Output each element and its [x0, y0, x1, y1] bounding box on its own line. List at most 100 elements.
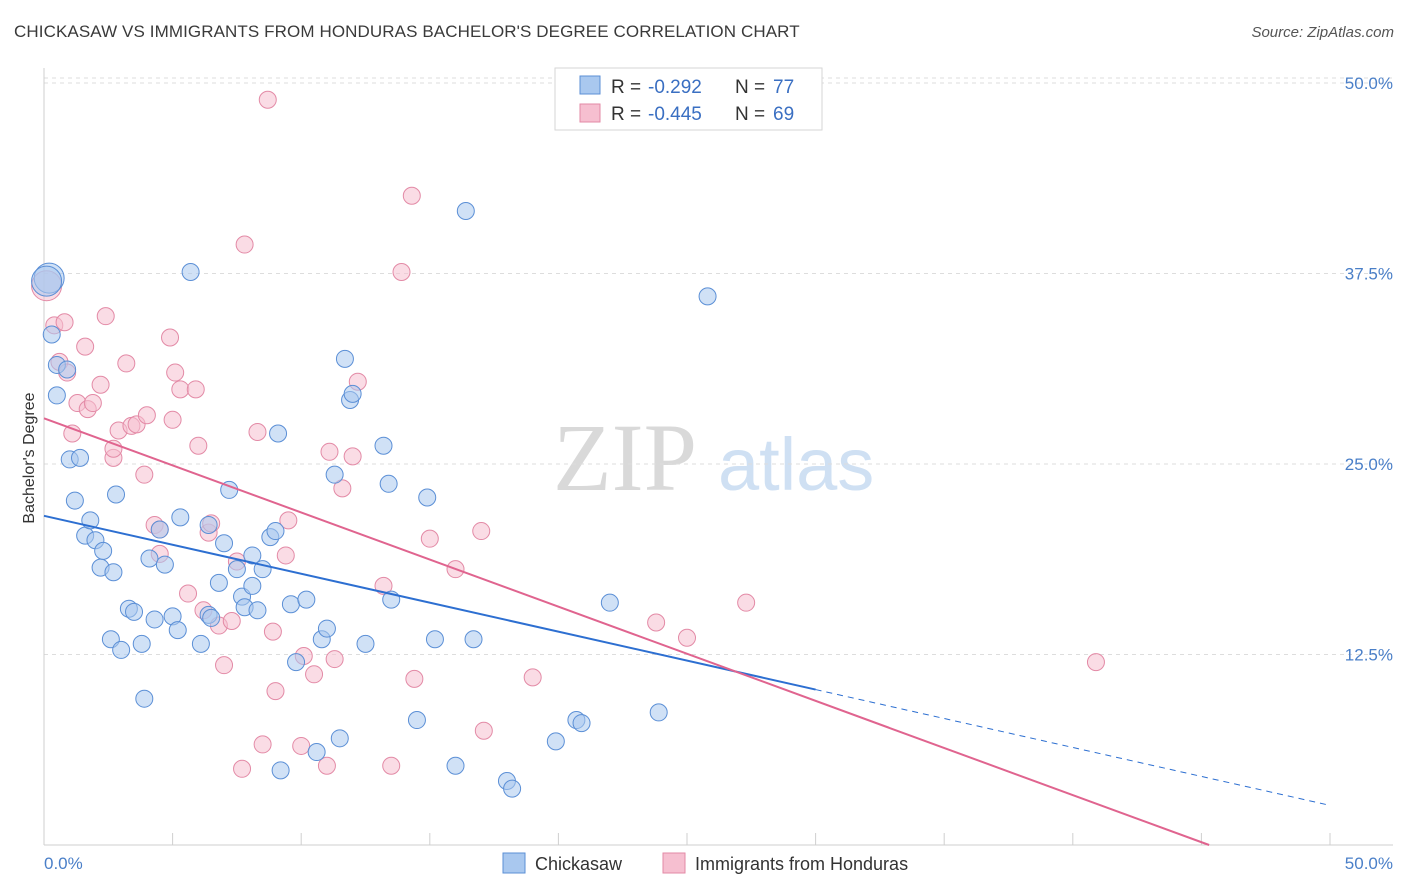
honduras-point-18: [135, 465, 154, 484]
chickasaw-point-62: [407, 711, 426, 730]
chickasaw-point-33: [209, 573, 228, 592]
chickasaw-point-75: [698, 287, 717, 306]
chickasaw-point-57: [343, 384, 362, 403]
chickasaw-point-67: [464, 630, 483, 649]
chickasaw-point-58: [356, 634, 375, 653]
honduras-point-66: [678, 628, 696, 647]
chickasaw-point-74: [649, 703, 668, 722]
legend-swatch-chickasaw: [579, 75, 601, 95]
honduras-point-65: [647, 613, 666, 632]
y-tick-label-0: 12.5%: [1345, 646, 1393, 665]
honduras-point-28: [186, 380, 205, 399]
chickasaw-point-20: [135, 689, 154, 708]
axes: [43, 68, 1393, 846]
legend-swatch-honduras: [579, 103, 601, 123]
chickasaw-point-23: [150, 520, 169, 539]
chickasaw-point-21: [140, 549, 159, 568]
chickasaw-point-54: [330, 729, 349, 748]
trend-lines: [43, 417, 1331, 846]
honduras-point-64: [523, 668, 542, 687]
honduras-point-24: [163, 410, 182, 429]
legend-r-value-1: -0.292: [648, 77, 702, 98]
x-tick-labels: 0.0% 50.0%: [44, 854, 1393, 873]
chickasaw-point-50: [307, 743, 326, 762]
series-legend: Chickasaw Immigrants from Honduras: [502, 852, 908, 874]
honduras-point-35: [222, 611, 241, 630]
honduras-point-53: [343, 447, 362, 466]
honduras-point-68: [1086, 653, 1105, 672]
honduras-point-11: [96, 307, 115, 326]
legend-r-label-2: R =: [611, 104, 641, 125]
chickasaw-point-32: [202, 608, 221, 627]
bottom-legend-label-honduras: Immigrants from Honduras: [695, 854, 908, 874]
honduras-point-5: [63, 424, 82, 443]
honduras-point-51: [325, 650, 344, 669]
x-tick-label-min: 0.0%: [44, 854, 83, 873]
chickasaw-point-4: [58, 360, 77, 379]
chickasaw-trend-line: [43, 514, 816, 691]
honduras-point-49: [317, 756, 336, 775]
chickasaw-point-16: [112, 640, 131, 659]
legend-n-label-2: N =: [735, 104, 765, 125]
honduras-point-44: [276, 546, 295, 565]
watermark-zip: ZIP: [553, 404, 697, 511]
chickasaw-point-59: [374, 436, 393, 455]
y-axis-title: Bachelor's Degree: [21, 392, 38, 523]
chickasaw-point-64: [425, 630, 444, 649]
chickasaw-point-13: [104, 563, 123, 582]
gridlines: [44, 77, 1393, 655]
chart-title: CHICKASAW VS IMMIGRANTS FROM HONDURAS BA…: [14, 22, 800, 41]
honduras-point-60: [420, 529, 439, 548]
honduras-point-40: [253, 735, 272, 754]
legend-n-label-1: N =: [735, 77, 765, 98]
honduras-point-43: [266, 682, 285, 701]
chickasaw-point-3: [47, 386, 66, 405]
chickasaw-point-69: [503, 779, 522, 798]
honduras-point-34: [215, 656, 234, 675]
chickasaw-point-73: [600, 593, 619, 612]
chickasaw-point-26: [168, 621, 187, 640]
honduras-point-19: [137, 406, 156, 425]
honduras-point-38: [235, 235, 254, 254]
honduras-point-9: [83, 394, 102, 413]
honduras-point-50: [320, 442, 339, 461]
chickasaw-trend-extension: [815, 689, 1331, 806]
honduras-point-62: [472, 522, 491, 541]
honduras-point-23: [161, 328, 180, 347]
honduras-point-29: [189, 436, 208, 455]
chickasaw-point-28: [181, 262, 200, 281]
chickasaw-point-53: [325, 465, 344, 484]
chickasaw-point-66: [456, 202, 475, 221]
honduras-point-3: [55, 313, 74, 332]
honduras-point-45: [279, 511, 298, 530]
chickasaw-point-60: [379, 474, 398, 493]
chickasaw-point-40: [243, 546, 262, 565]
chickasaw-point-72: [572, 714, 591, 733]
honduras-point-15: [117, 354, 136, 373]
chickasaw-point-63: [418, 488, 437, 507]
y-tick-label-3: 50.0%: [1345, 74, 1393, 93]
chickasaw-point-12: [94, 541, 113, 560]
honduras-trend-line: [43, 417, 1210, 846]
chickasaw-point-76: [31, 265, 63, 297]
honduras-point-58: [402, 186, 421, 205]
chickasaw-point-65: [446, 756, 465, 775]
legend-r-label-1: R =: [611, 77, 641, 98]
honduras-point-52: [333, 479, 352, 498]
source-label: Source: ZipAtlas.com: [1251, 24, 1394, 41]
chickasaw-point-27: [171, 508, 190, 527]
bottom-legend-label-chickasaw: Chickasaw: [535, 854, 623, 874]
honduras-point-27: [179, 584, 198, 603]
chickasaw-point-49: [297, 590, 316, 609]
chickasaw-point-1: [42, 325, 61, 344]
chickasaw-point-45: [269, 424, 288, 443]
chickasaw-point-30: [199, 515, 218, 534]
chickasaw-point-70: [546, 732, 565, 751]
honduras-point-37: [233, 759, 252, 778]
honduras-point-42: [263, 622, 282, 641]
chickasaw-point-19: [132, 634, 151, 653]
chickasaw-point-6: [65, 491, 84, 510]
x-tick-label-max: 50.0%: [1345, 854, 1393, 873]
chickasaw-point-48: [287, 653, 306, 672]
